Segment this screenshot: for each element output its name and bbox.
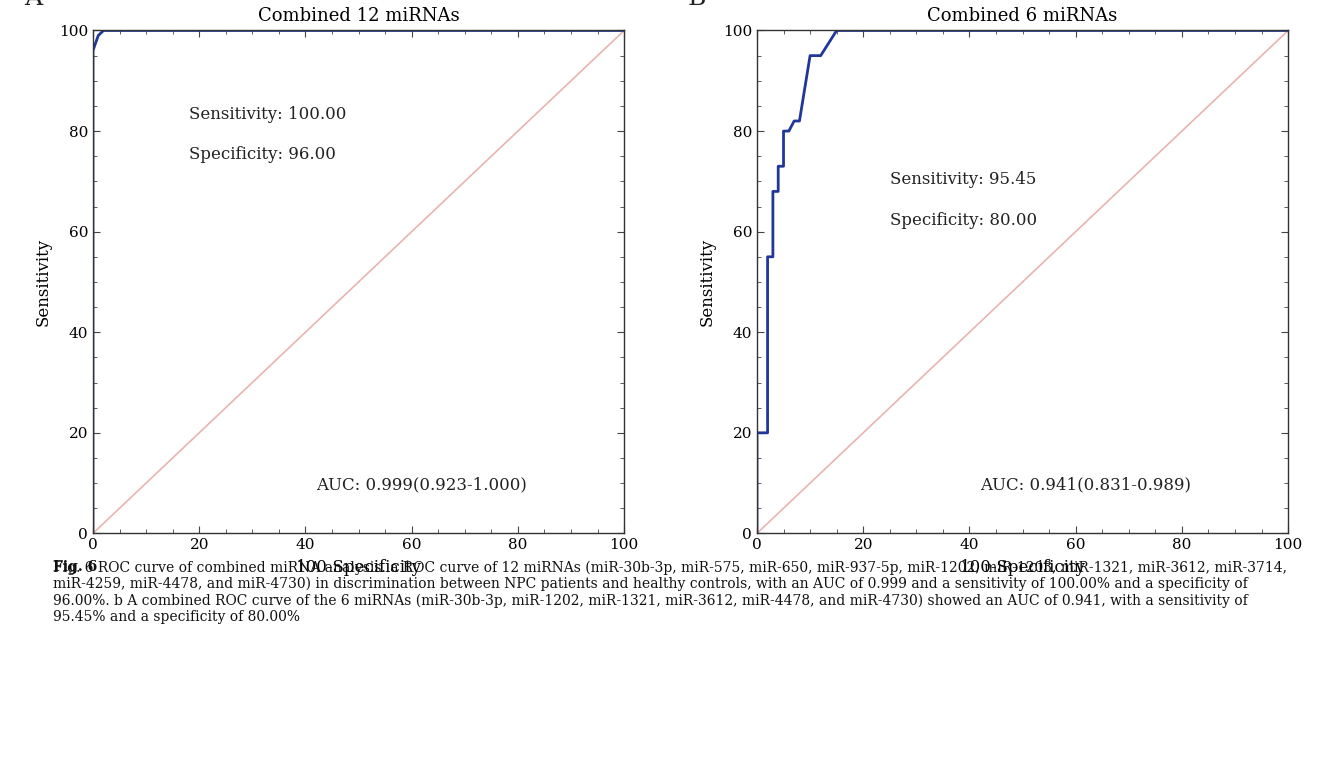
Text: AUC: 0.999(0.923-1.000): AUC: 0.999(0.923-1.000) bbox=[316, 476, 527, 493]
X-axis label: 100-Specificity: 100-Specificity bbox=[960, 559, 1085, 576]
Y-axis label: Sensitivity: Sensitivity bbox=[35, 238, 52, 326]
Text: AUC: 0.941(0.831-0.989): AUC: 0.941(0.831-0.989) bbox=[980, 476, 1191, 493]
Text: Fig. 6: Fig. 6 bbox=[53, 560, 97, 575]
X-axis label: 100-Specificity: 100-Specificity bbox=[296, 559, 421, 576]
Title: Combined 6 miRNAs: Combined 6 miRNAs bbox=[927, 7, 1118, 24]
Y-axis label: Sensitivity: Sensitivity bbox=[699, 238, 716, 326]
Text: Specificity: 96.00: Specificity: 96.00 bbox=[189, 146, 336, 163]
Text: Sensitivity: 95.45: Sensitivity: 95.45 bbox=[890, 171, 1036, 188]
Text: Sensitivity: 100.00: Sensitivity: 100.00 bbox=[189, 106, 347, 123]
Text: Specificity: 80.00: Specificity: 80.00 bbox=[890, 212, 1037, 229]
Text: B: B bbox=[688, 0, 706, 11]
Text: A: A bbox=[24, 0, 42, 11]
Title: Combined 12 miRNAs: Combined 12 miRNAs bbox=[258, 7, 459, 24]
Text: Fig. 6 ROC curve of combined miRNA analysis. a ROC curve of 12 miRNAs (miR-30b-3: Fig. 6 ROC curve of combined miRNA analy… bbox=[53, 560, 1287, 624]
